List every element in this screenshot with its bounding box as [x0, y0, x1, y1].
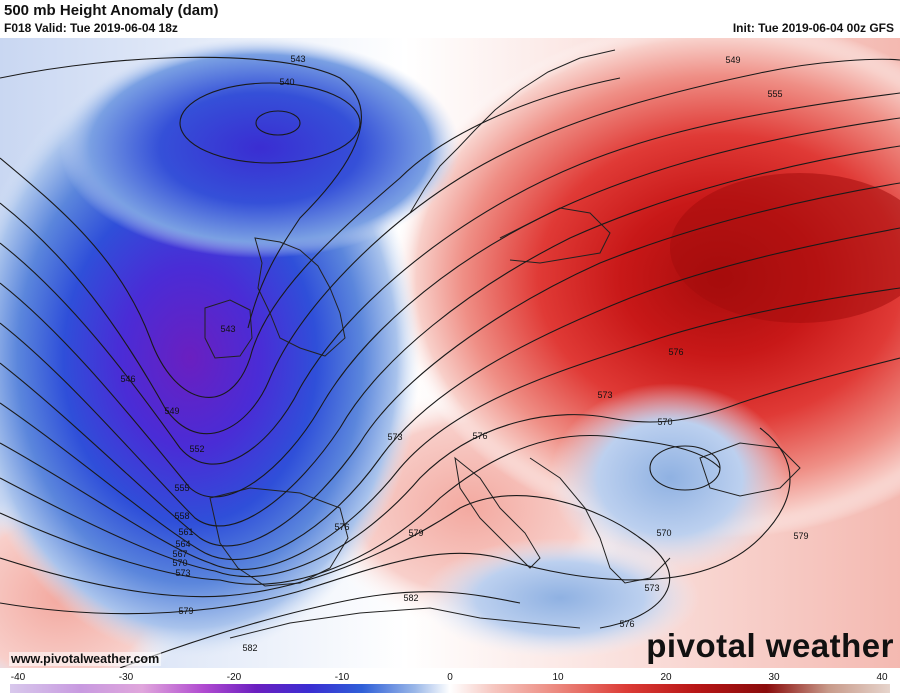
contour-576 [0, 495, 671, 629]
contour-579 [0, 427, 791, 615]
contour-537 [255, 110, 301, 136]
contour-540 [179, 82, 361, 164]
label-576-libya: 576 [619, 619, 634, 629]
label-573-france: 573 [387, 432, 402, 442]
colorbar-tick-label: 10 [552, 672, 564, 683]
label-549-ne: 549 [725, 55, 740, 65]
source-url: www.pivotalweather.com [9, 652, 162, 666]
label-552: 552 [189, 444, 204, 454]
contour-564 [0, 227, 900, 561]
iceland-low-shading [60, 38, 460, 258]
map-title: 500 mb Height Anomaly (dam) [4, 2, 219, 19]
init-time: Init: Tue 2019-06-04 00z GFS [732, 21, 894, 35]
colorbar-tick-label: 20 [660, 672, 672, 683]
label-579-spain: 579 [408, 528, 423, 538]
ireland-coast [204, 299, 253, 359]
label-543-north: 543 [290, 54, 305, 64]
label-576-alps: 576 [472, 431, 487, 441]
contour-labels: 543 540 549 555 543 546 549 552 555 558 … [120, 54, 808, 653]
ridge-core-shading [670, 173, 900, 323]
label-561: 561 [178, 527, 193, 537]
colorbar-strip [10, 684, 890, 693]
contour-558 [0, 145, 900, 527]
label-549: 549 [164, 406, 179, 416]
balkan-low-shading [550, 383, 790, 573]
colorbar-tick-label: 0 [447, 672, 453, 683]
label-564: 564 [175, 539, 190, 549]
label-570-balkan-north: 570 [657, 417, 672, 427]
valid-time: F018 Valid: Tue 2019-06-04 18z [4, 21, 178, 35]
balkan-coast [529, 457, 671, 584]
height-contours [0, 56, 900, 668]
colorbar-tick-label: -40 [11, 672, 26, 683]
north-africa-coast [229, 607, 581, 639]
label-558: 558 [174, 511, 189, 521]
british-isles-coast [254, 237, 346, 357]
colorbar-ticks: -40 -30 -20 -10 0 10 20 30 40 [11, 672, 888, 683]
mediterranean-cool-shading [420, 538, 700, 658]
contour-555 [0, 117, 900, 498]
contour-567 [0, 287, 900, 571]
label-579-sw: 579 [178, 606, 193, 616]
label-540: 540 [279, 77, 294, 87]
colorbar-tick-label: -10 [335, 672, 350, 683]
label-543-ireland: 543 [220, 324, 235, 334]
colorbar-tick-label: -30 [119, 672, 134, 683]
colorbar-tick-label: 30 [768, 672, 780, 683]
label-567: 567 [172, 549, 187, 559]
label-546: 546 [120, 374, 135, 384]
label-576-spain: 576 [334, 522, 349, 532]
label-582-sw: 582 [242, 643, 257, 653]
label-582-sardinia: 582 [403, 593, 418, 603]
european-ridge-shading [390, 38, 900, 538]
label-579-east: 579 [793, 531, 808, 541]
contour-549 [0, 58, 900, 435]
label-573-central: 573 [597, 390, 612, 400]
label-555: 555 [174, 483, 189, 493]
contour-570-balkan-closed [649, 445, 721, 491]
pivotal-weather-logo: pivotal weather [646, 627, 894, 664]
label-573-west: 573 [175, 568, 190, 578]
label-570-west: 570 [172, 558, 187, 568]
contour-570 [0, 357, 900, 578]
colorbar-tick-label: -20 [227, 672, 242, 683]
colorbar: -40 -30 -20 -10 0 10 20 30 40 [10, 672, 890, 693]
label-555-ne: 555 [767, 89, 782, 99]
label-573-aegean: 573 [644, 583, 659, 593]
norway-coast [409, 49, 616, 214]
contour-546 [0, 77, 621, 398]
contour-582 [119, 591, 521, 668]
anomaly-map: 543 540 549 555 543 546 549 552 555 558 … [0, 38, 900, 668]
contour-573 [0, 435, 721, 585]
colorbar-tick-label: 40 [876, 672, 888, 683]
label-570-greece: 570 [656, 528, 671, 538]
contour-561 [0, 182, 900, 547]
header-bar: 500 mb Height Anomaly (dam) F018 Valid: … [0, 0, 900, 38]
contour-552 [0, 92, 900, 465]
contour-543 [0, 56, 362, 329]
label-576-poland: 576 [668, 347, 683, 357]
